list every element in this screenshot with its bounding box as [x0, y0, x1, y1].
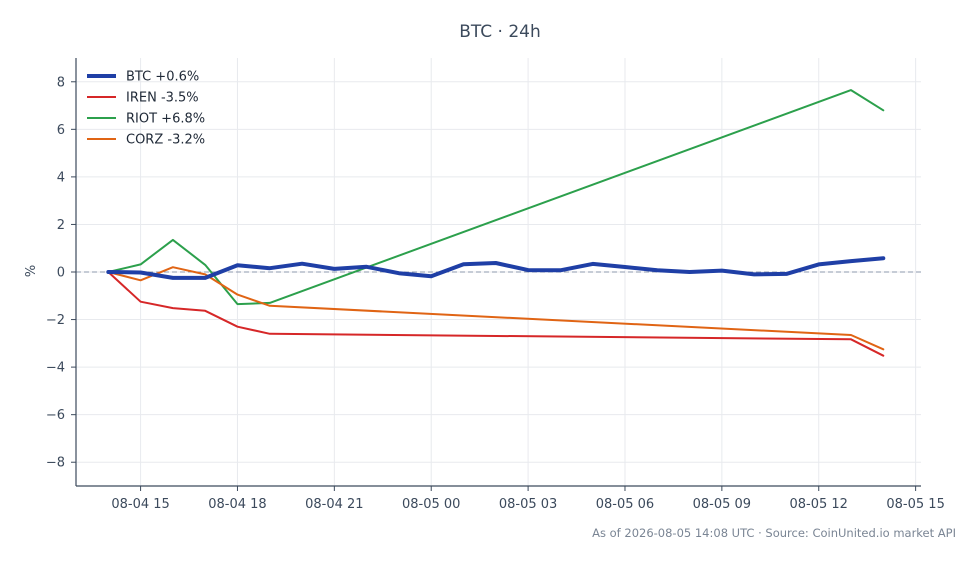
y-tick-label: 2 [57, 218, 65, 233]
chart-footer: As of 2026-08-05 14:08 UTC · Source: Coi… [592, 526, 956, 540]
x-tick-label: 08-05 12 [790, 497, 848, 512]
x-tick-label: 08-05 00 [402, 497, 460, 512]
legend-label: CORZ -3.2% [126, 133, 205, 148]
legend-label: RIOT +6.8% [126, 112, 205, 127]
x-tick-label: 08-05 06 [596, 497, 654, 512]
axes: −8 −6 −4 −2 0 2 4 6 8 08-04 15 08-04 18 08-04 21 08-… [46, 58, 945, 512]
legend-label: BTC +0.6% [126, 70, 199, 85]
series-line-0 [106, 256, 886, 280]
y-axis-label: % [24, 265, 39, 277]
y-tick-label: 6 [57, 123, 65, 138]
y-tick-label: 4 [57, 170, 65, 185]
y-tick-label: 8 [57, 75, 65, 90]
y-tick-label: −2 [46, 313, 65, 328]
x-tick-label: 08-05 03 [499, 497, 557, 512]
y-tick-label: −8 [46, 456, 65, 471]
x-tick-label: 08-05 09 [693, 497, 751, 512]
x-tick-label: 08-04 18 [208, 497, 266, 512]
x-tick-label: 08-05 15 [886, 497, 944, 512]
x-tick-label: 08-04 15 [111, 497, 169, 512]
legend-label: IREN -3.5% [126, 91, 199, 106]
series-line-1 [107, 271, 885, 357]
y-tick-label: 0 [57, 266, 65, 281]
series-layer [106, 89, 886, 357]
x-tick-label: 08-04 21 [305, 497, 363, 512]
legend: BTC +0.6% IREN -3.5% RIOT +6.8% CORZ -3.2% [87, 70, 205, 148]
series-line-3 [107, 266, 885, 351]
chart-title: BTC · 24h [459, 22, 541, 42]
y-tick-label: −6 [46, 408, 65, 423]
y-tick-label: −4 [46, 361, 65, 376]
